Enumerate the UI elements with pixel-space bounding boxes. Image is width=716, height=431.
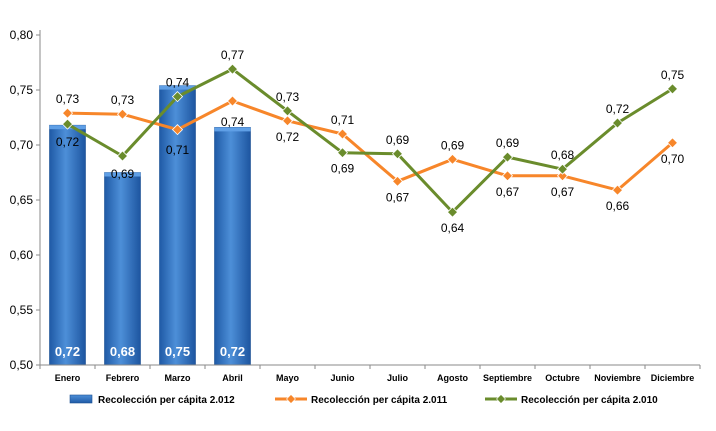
legend-label-2: Recolección per cápita 2.011 <box>311 395 448 406</box>
bar-area-value-label: 0,74 <box>221 115 245 129</box>
series-marker <box>391 175 404 187</box>
bar-area-value-label: 0,71 <box>166 143 190 157</box>
series-2010-value-label: 0,73 <box>276 90 300 104</box>
series-marker <box>556 170 569 182</box>
series-2011-value-label: 0,71 <box>331 113 355 127</box>
series-marker <box>611 184 624 196</box>
bar-value-label: 0,68 <box>110 344 135 359</box>
series-2011-value-label: 0,73 <box>111 93 135 107</box>
y-tick-label: 0,50 <box>10 358 34 372</box>
legend-label-3: Recolección per cápita 2.010 <box>521 395 658 406</box>
series-2010-value-label: 0,69 <box>331 162 355 176</box>
series-2010-value-label: 0,69 <box>386 133 410 147</box>
series-marker <box>666 83 679 95</box>
bar <box>214 127 251 366</box>
bar-area-value-label: 0,72 <box>56 135 80 149</box>
x-tick-label: Febrero <box>106 373 140 383</box>
series-marker <box>336 147 349 159</box>
series-marker <box>226 63 239 75</box>
series-marker <box>501 170 514 182</box>
series-2010-value-label: 0,74 <box>166 76 190 90</box>
x-tick-label: Enero <box>55 373 81 383</box>
series-2011-value-label: 0,67 <box>496 185 520 199</box>
y-tick-label: 0,80 <box>10 28 34 42</box>
bar <box>104 172 141 366</box>
y-tick-label: 0,60 <box>10 248 34 262</box>
series-line-2 <box>66 67 674 214</box>
legend-swatch-marker <box>496 394 506 404</box>
series-marker <box>281 115 294 127</box>
x-tick-label: Agosto <box>437 373 468 383</box>
x-tick-label: Junio <box>331 373 356 383</box>
series-2010-value-label: 0,68 <box>551 148 575 162</box>
bar-top <box>104 172 141 177</box>
series-marker <box>501 151 514 163</box>
y-tick-label: 0,70 <box>10 138 34 152</box>
x-tick-label: Noviembre <box>594 373 641 383</box>
series-2011-value-label: 0,69 <box>441 138 465 152</box>
series-2011-value-label: 0,67 <box>551 185 575 199</box>
legend-swatch-bar <box>69 394 93 404</box>
series-marker <box>116 108 129 120</box>
x-tick-label: Abril <box>222 373 243 383</box>
y-tick-label: 0,65 <box>10 193 34 207</box>
series-line-1 <box>67 99 674 192</box>
series-marker <box>61 118 74 130</box>
series-marker <box>666 137 679 149</box>
x-tick-label: Octubre <box>545 373 580 383</box>
bar-value-label: 0,72 <box>220 344 245 359</box>
bar-value-label: 0,72 <box>55 344 80 359</box>
series-marker <box>116 150 129 162</box>
series-marker <box>281 105 294 117</box>
series-marker <box>171 91 184 103</box>
series-marker <box>611 117 624 129</box>
series-marker <box>556 163 569 175</box>
series-marker <box>61 107 74 119</box>
series-marker <box>171 124 184 136</box>
series-marker <box>391 148 404 160</box>
y-tick-label: 0,75 <box>10 83 34 97</box>
x-tick-label: Mayo <box>276 373 300 383</box>
bar <box>49 124 86 366</box>
series-2010-value-label: 0,77 <box>221 48 245 62</box>
series-2010-value-label: 0,72 <box>606 102 630 116</box>
bar-top <box>214 127 251 132</box>
bar-value-label: 0,75 <box>165 344 190 359</box>
series-marker <box>446 153 459 165</box>
x-tick-label: Julio <box>387 373 409 383</box>
series-2010-value-label: 0,64 <box>441 221 465 235</box>
series-marker <box>226 95 239 107</box>
series-2010-value-label: 0,69 <box>496 136 520 150</box>
x-tick-label: Septiembre <box>483 373 532 383</box>
x-tick-label: Diciembre <box>651 373 695 383</box>
series-2011-value-label: 0,66 <box>606 199 630 213</box>
legend-label-1: Recolección per cápita 2.012 <box>98 395 235 406</box>
y-tick-label: 0,55 <box>10 303 34 317</box>
series-2010-value-label: 0,75 <box>661 68 685 82</box>
series-marker <box>336 128 349 140</box>
x-tick-label: Marzo <box>164 373 191 383</box>
legend-swatch-marker <box>286 394 296 404</box>
series-2011-value-label: 0,72 <box>276 130 300 144</box>
bar-area-value-label: 0,69 <box>111 167 135 181</box>
series-2011-value-label: 0,70 <box>661 152 685 166</box>
series-2011-value-label: 0,67 <box>386 190 410 204</box>
bar-top <box>159 85 196 90</box>
series-marker <box>446 206 459 218</box>
series-2011-value-label: 0,73 <box>56 92 80 106</box>
